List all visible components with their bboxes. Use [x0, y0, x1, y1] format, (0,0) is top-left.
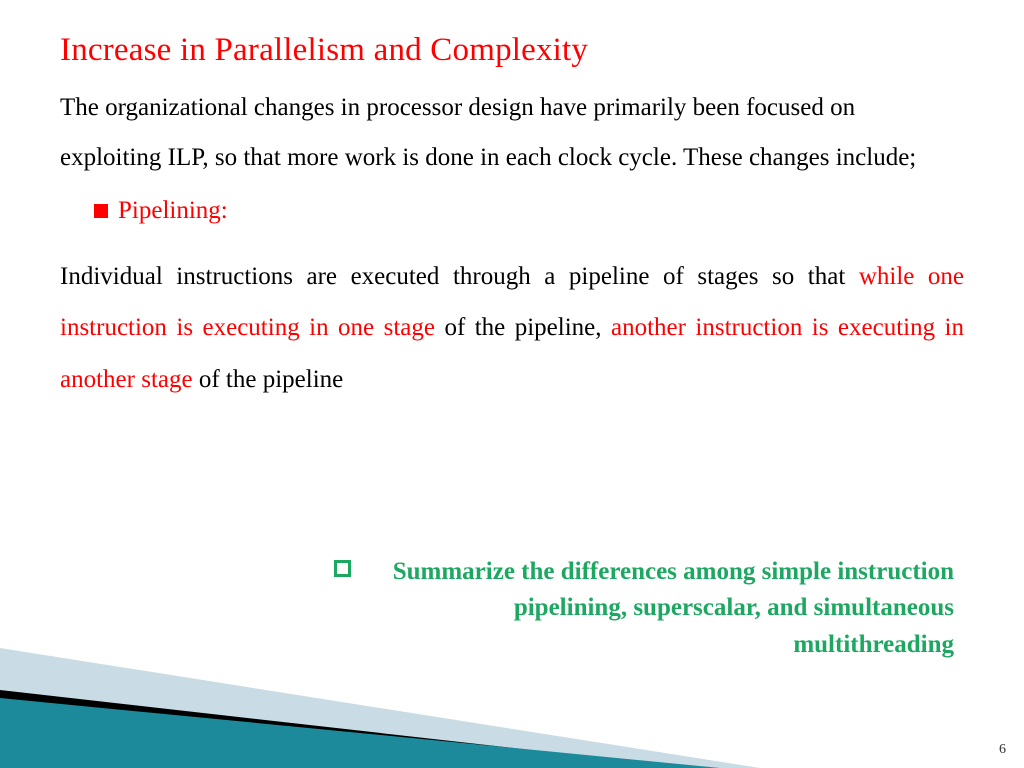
bullet-label: Pipelining:: [118, 197, 228, 225]
square-bullet-icon: [94, 204, 108, 218]
hollow-square-icon: [334, 560, 351, 577]
page-number: 6: [999, 742, 1006, 758]
summary-text: Summarize the differences among simple i…: [359, 554, 954, 663]
bullet-item-pipelining: Pipelining:: [94, 197, 964, 225]
slide-container: Increase in Parallelism and Complexity T…: [0, 0, 1024, 768]
summary-block: Summarize the differences among simple i…: [334, 554, 954, 663]
body-paragraph: Individual instructions are executed thr…: [60, 251, 964, 405]
intro-paragraph: The organizational changes in processor …: [60, 83, 940, 183]
body-seg3: of the pipeline: [193, 366, 344, 393]
body-seg2: of the pipeline,: [435, 314, 611, 341]
slide-title: Increase in Parallelism and Complexity: [60, 32, 964, 69]
body-seg1: Individual instructions are executed thr…: [60, 263, 859, 290]
